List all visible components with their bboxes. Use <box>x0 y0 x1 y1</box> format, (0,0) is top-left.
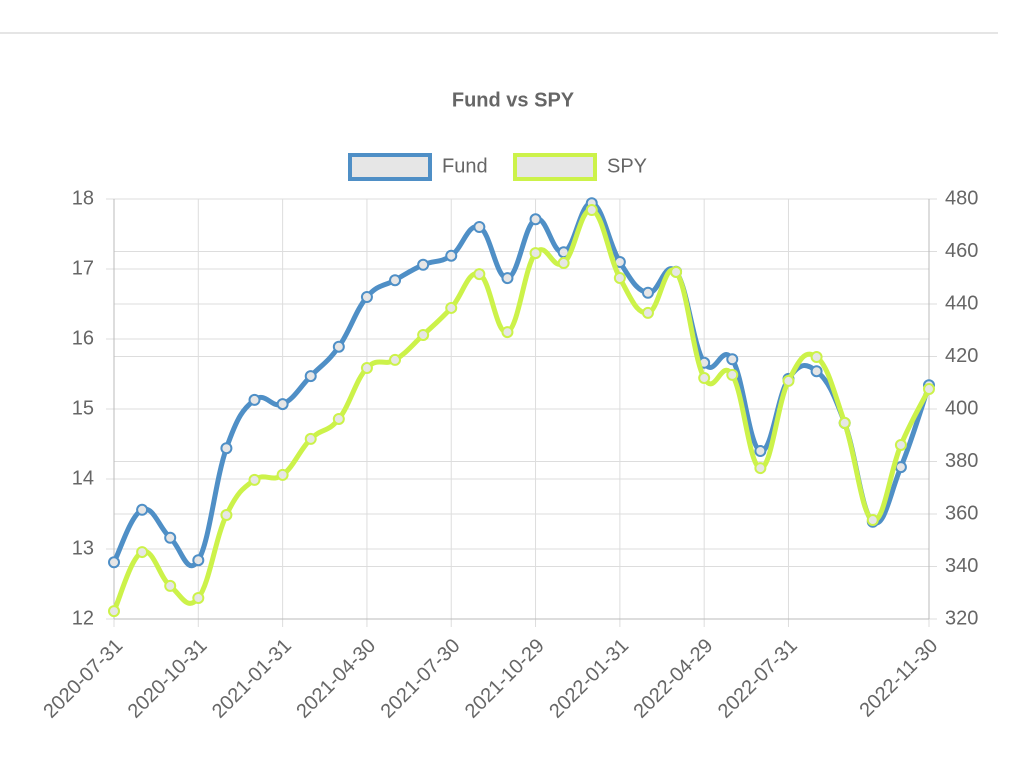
data-point <box>754 462 767 475</box>
data-point <box>473 221 486 233</box>
data-point <box>585 204 598 217</box>
data-point <box>360 291 373 303</box>
y-tick-label: 12 <box>72 607 94 629</box>
data-point <box>445 249 458 262</box>
data-point <box>894 461 907 474</box>
data-point <box>136 503 149 516</box>
data-point <box>332 412 345 425</box>
data-point <box>108 556 120 569</box>
y-tick-label: 15 <box>72 397 94 419</box>
data-point <box>923 383 935 396</box>
y2-tick-label: 340 <box>945 555 978 577</box>
y2-tick-label: 320 <box>945 607 978 629</box>
x-tick-label: 2021-01-31 <box>208 635 296 723</box>
chart-title: Fund vs SPY <box>452 89 575 111</box>
x-tick-label: 2020-10-31 <box>124 635 212 723</box>
data-point <box>445 301 458 314</box>
x-tick-label: 2022-07-31 <box>714 635 802 723</box>
data-point <box>529 247 542 260</box>
data-point <box>332 340 345 353</box>
x-tick-label: 2020-07-31 <box>39 635 127 723</box>
x-tick-label: 2021-04-30 <box>292 635 380 723</box>
data-point <box>276 468 289 481</box>
data-point <box>276 398 289 411</box>
data-point <box>192 554 205 567</box>
legend-label: Fund <box>442 155 488 177</box>
y-tick-label: 16 <box>72 327 94 349</box>
y2-tick-label: 480 <box>945 187 978 209</box>
data-point <box>389 274 402 287</box>
y-tick-label: 18 <box>72 187 94 209</box>
y-tick-label: 17 <box>72 257 94 279</box>
data-point <box>529 213 542 226</box>
data-point <box>501 272 514 285</box>
data-point <box>726 368 739 381</box>
x-tick-label: 2021-07-30 <box>377 635 465 723</box>
data-point <box>360 362 373 375</box>
data-point <box>838 416 851 429</box>
legend-swatch <box>513 153 597 181</box>
data-point <box>304 370 317 383</box>
data-point <box>501 326 514 339</box>
data-point <box>417 258 430 271</box>
data-point <box>108 605 120 618</box>
y2-tick-label: 460 <box>945 240 978 262</box>
series-line <box>111 200 932 569</box>
data-point <box>894 438 907 451</box>
y2-tick-label: 360 <box>945 502 978 524</box>
data-point <box>248 393 261 406</box>
data-point <box>192 592 205 604</box>
y-tick-label: 14 <box>72 467 94 489</box>
data-point <box>389 353 402 366</box>
data-point <box>866 514 879 527</box>
data-point <box>164 579 177 592</box>
data-point <box>810 351 823 364</box>
x-tick-label: 2022-11-30 <box>855 635 942 722</box>
y2-tick-label: 420 <box>945 345 978 367</box>
data-point <box>670 265 683 278</box>
data-point <box>754 445 767 457</box>
data-point <box>613 272 626 285</box>
x-tick-label: 2022-04-29 <box>630 635 718 723</box>
x-tick-label: 2021-10-29 <box>461 635 549 723</box>
data-point <box>641 286 654 299</box>
data-point <box>698 372 711 385</box>
y2-tick-label: 380 <box>945 450 978 472</box>
y2-tick-label: 440 <box>945 292 978 314</box>
data-point <box>417 328 430 341</box>
data-point <box>220 509 233 522</box>
y-tick-label: 13 <box>72 537 94 559</box>
data-point <box>726 353 739 366</box>
data-point <box>304 432 317 445</box>
data-point <box>782 374 795 387</box>
legend-swatch <box>348 153 432 181</box>
data-point <box>248 473 261 486</box>
data-point <box>220 442 233 455</box>
legend-label: SPY <box>607 155 647 177</box>
data-point <box>557 257 570 270</box>
data-point <box>164 531 177 544</box>
x-tick-label: 2022-01-31 <box>545 635 633 723</box>
data-point <box>473 268 486 281</box>
y2-tick-label: 400 <box>945 397 978 419</box>
series-line <box>111 207 932 613</box>
data-point <box>810 365 823 378</box>
data-point <box>136 546 149 559</box>
data-point <box>641 306 654 319</box>
